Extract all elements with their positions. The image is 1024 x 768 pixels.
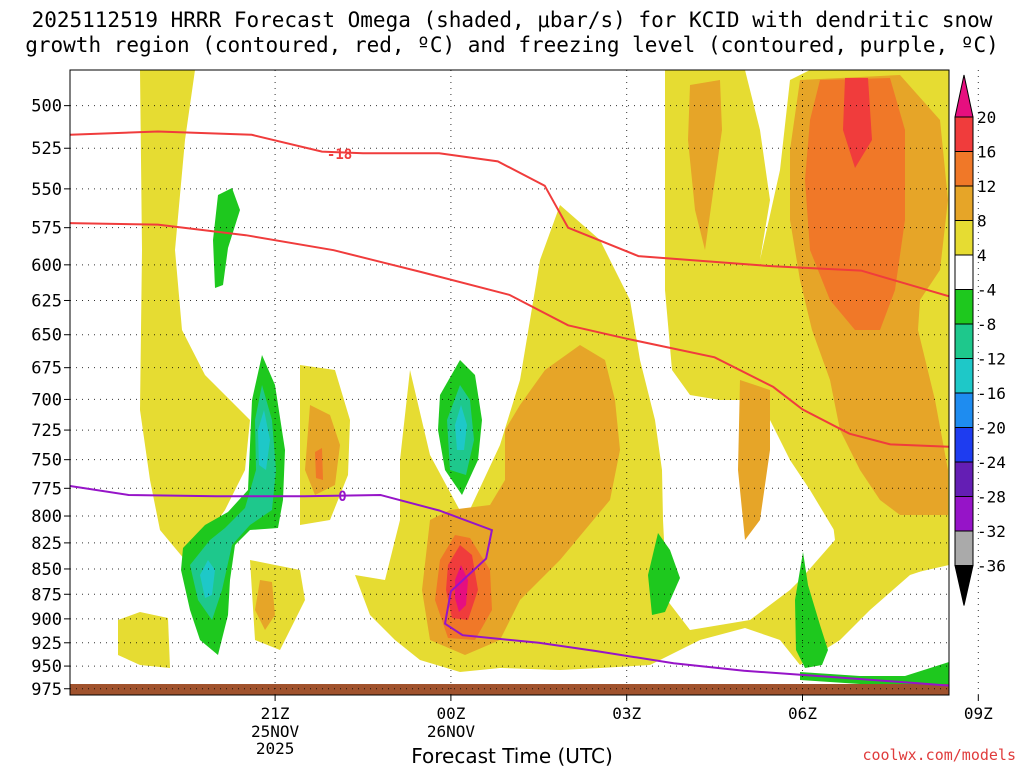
- x-tick-sublabel: 2025: [256, 739, 295, 758]
- contour-freezing_level: [70, 485, 949, 687]
- omega-region: [305, 405, 340, 495]
- axes: 500 525 550 575 600 625 650 675 700 725 750 775 800 8…: [31, 97, 993, 758]
- y-tick-label: 900: [31, 610, 62, 630]
- x-axis-label: Forecast Time (UTC): [411, 744, 613, 768]
- y-tick-label: 975: [31, 680, 62, 700]
- y-tick-label: 725: [31, 421, 62, 441]
- y-tick-label: 875: [31, 585, 62, 605]
- colorbar-box: [954, 530, 974, 566]
- x-tick-label: 00Z: [436, 704, 465, 723]
- ground-surface: [70, 684, 949, 695]
- y-tick-label: 525: [31, 139, 62, 159]
- colorbar-box: [954, 151, 974, 187]
- x-tick-sublabel: 25NOV: [251, 722, 300, 741]
- y-tick-label: 700: [31, 390, 62, 410]
- omega-region: [800, 662, 949, 686]
- y-tick-label: 775: [31, 479, 62, 499]
- colorbar-label: -24: [977, 453, 1006, 472]
- colorbar-arrow-bottom: [954, 565, 974, 606]
- omega-region: [805, 78, 905, 330]
- contour-label: -18: [327, 147, 352, 163]
- y-tick-label: 500: [31, 97, 62, 117]
- colorbar-label: -28: [977, 488, 1006, 507]
- omega-region: [118, 612, 170, 668]
- colorbar-box: [954, 185, 974, 221]
- colorbar-box: [954, 461, 974, 497]
- credit-link[interactable]: coolwx.com/models: [862, 746, 1016, 764]
- y-tick-label: 850: [31, 560, 62, 580]
- omega-region: [315, 448, 323, 480]
- y-tick-label: 825: [31, 534, 62, 554]
- omega-region: [213, 188, 240, 288]
- omega-region: [795, 552, 828, 668]
- y-tick-label: 625: [31, 291, 62, 311]
- colorbar-label: 20: [977, 108, 996, 127]
- omega-region: [200, 560, 215, 598]
- colorbar-box: [954, 254, 974, 290]
- colorbar-arrow-top: [954, 74, 974, 118]
- omega-region: [455, 405, 467, 450]
- colorbar-label: 12: [977, 177, 996, 196]
- y-tick-label: 750: [31, 451, 62, 471]
- colorbar-label: 16: [977, 143, 996, 162]
- colorbar-box: [954, 289, 974, 325]
- y-tick-label: 550: [31, 180, 62, 200]
- contour-dgz_lower: [70, 222, 949, 448]
- omega-region: [140, 70, 250, 560]
- colorbar: 20 16 12 8 4 -4 -8 -12 -16 -20 -24 -28 -32 -36: [954, 74, 1006, 606]
- y-tick-label: 600: [31, 256, 62, 276]
- omega-region: [648, 533, 680, 615]
- y-tick-label: 650: [31, 326, 62, 346]
- colorbar-box: [954, 392, 974, 428]
- y-tick-label: 575: [31, 219, 62, 239]
- chart-title-line2: growth region (contoured, red, ºC) and f…: [25, 33, 999, 57]
- omega-region: [843, 78, 872, 168]
- colorbar-box: [954, 116, 974, 152]
- colorbar-label: -8: [977, 315, 996, 334]
- y-tick-label: 925: [31, 634, 62, 654]
- colorbar-box: [954, 323, 974, 359]
- colorbar-box: [954, 427, 974, 463]
- omega-region: [455, 565, 468, 612]
- colorbar-label: -20: [977, 419, 1006, 438]
- colorbar-label: -4: [977, 281, 996, 300]
- y-tick-label: 800: [31, 507, 62, 527]
- plot-frame: [69, 69, 950, 696]
- grid: [70, 70, 979, 695]
- colorbar-label: -32: [977, 522, 1006, 541]
- contour-label: 0: [338, 489, 346, 505]
- colorbar-label: -36: [977, 557, 1006, 576]
- x-tick-label: 21Z: [261, 704, 290, 723]
- colorbar-box: [954, 220, 974, 256]
- colorbar-label: -16: [977, 384, 1006, 403]
- x-tick-label: 06Z: [788, 704, 817, 723]
- omega-region: [255, 580, 275, 630]
- y-tick-label: 950: [31, 657, 62, 677]
- contour-dgz_upper: [70, 130, 949, 298]
- contours: -18 0: [70, 130, 949, 687]
- colorbar-label: 8: [977, 212, 987, 231]
- omega-region: [190, 385, 276, 620]
- x-tick-sublabel: 26NOV: [427, 722, 476, 741]
- omega-region: [688, 80, 722, 250]
- omega-region: [258, 410, 270, 470]
- omega-shading: [70, 70, 949, 695]
- chart-title-line1: 2025112519 HRRR Forecast Omega (shaded, …: [31, 8, 993, 32]
- x-tick-label: 03Z: [612, 704, 641, 723]
- colorbar-label: 4: [977, 246, 987, 265]
- colorbar-box: [954, 358, 974, 394]
- y-tick-label: 675: [31, 359, 62, 379]
- x-tick-label: 09Z: [964, 704, 993, 723]
- colorbar-label: -12: [977, 350, 1006, 369]
- colorbar-box: [954, 496, 974, 532]
